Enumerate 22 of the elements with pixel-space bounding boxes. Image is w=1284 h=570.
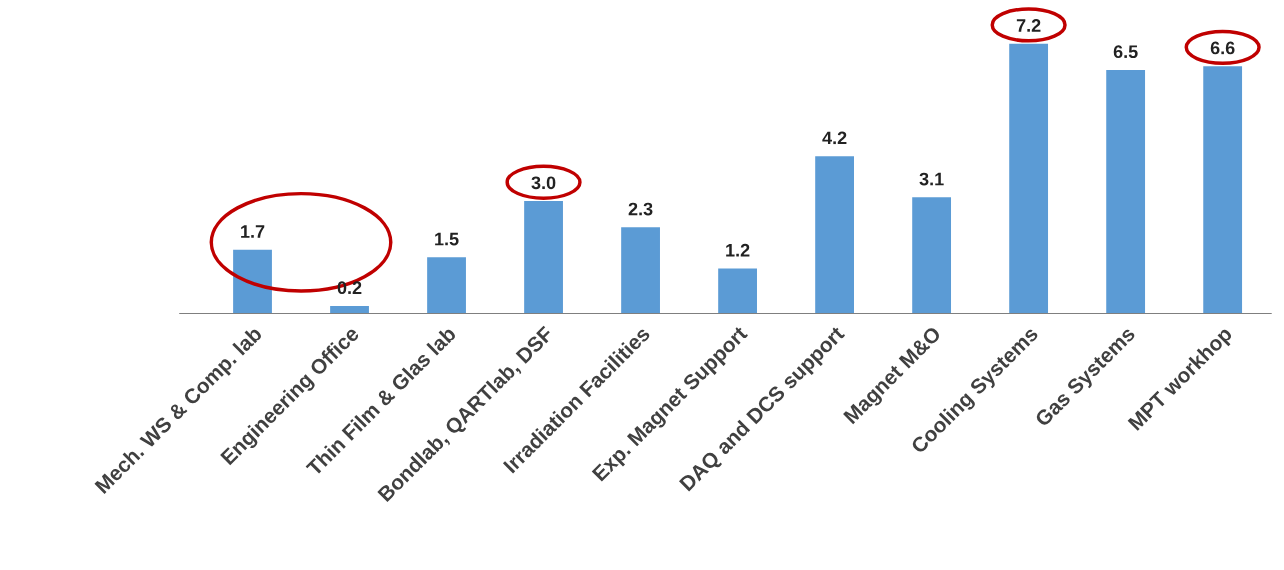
data-label: 3.1 bbox=[919, 172, 944, 186]
data-label: 7.2 bbox=[1016, 19, 1041, 32]
data-label: 1.5 bbox=[435, 232, 459, 246]
bar bbox=[233, 249, 272, 314]
bar bbox=[1203, 66, 1243, 314]
bar bbox=[912, 197, 952, 314]
data-label: 6.6 bbox=[1210, 41, 1235, 55]
bar bbox=[621, 227, 660, 314]
bar bbox=[1009, 43, 1049, 314]
data-label: 3.0 bbox=[531, 176, 556, 190]
data-label: 1.7 bbox=[241, 225, 265, 238]
data-label: 4.2 bbox=[822, 131, 847, 145]
data-label: 6.5 bbox=[1113, 45, 1138, 59]
data-label: 2.3 bbox=[628, 202, 653, 216]
bar bbox=[330, 306, 369, 314]
bar bbox=[427, 257, 466, 314]
bar bbox=[1106, 69, 1146, 314]
data-label: 0.2 bbox=[337, 281, 362, 295]
bar bbox=[815, 156, 854, 314]
bar bbox=[524, 201, 563, 314]
bar bbox=[718, 268, 757, 314]
data-label: 1.2 bbox=[726, 243, 750, 257]
